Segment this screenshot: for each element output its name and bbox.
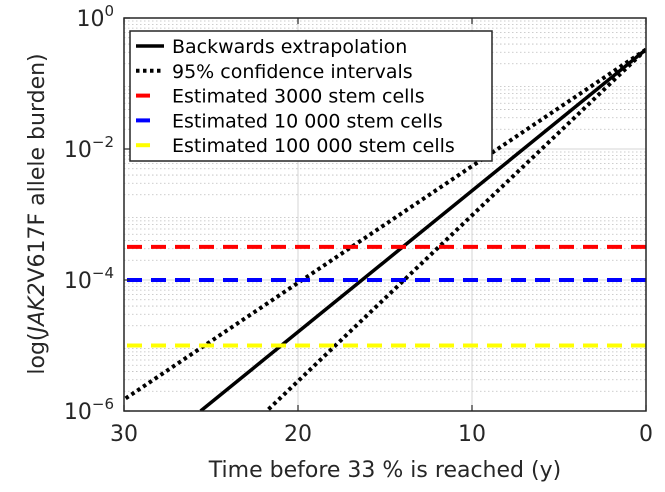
legend-label: Backwards extrapolation (172, 36, 407, 58)
y-axis-label: log(JAK2V617F allele burden) (25, 53, 50, 374)
y-tick-label-exponent: 0 (104, 2, 114, 20)
legend-label: Estimated 10 000 stem cells (172, 110, 443, 132)
y-tick-label: 10−4 (64, 264, 114, 294)
y-axis-label-prefix: log( (25, 333, 50, 375)
y-tick-label-exponent: −6 (92, 395, 114, 413)
series-line-0 (199, 48, 646, 411)
series-layer (124, 47, 646, 411)
x-axis-label: Time before 33 % is reached (y) (208, 458, 561, 483)
y-tick-label: 10−2 (64, 133, 114, 163)
plot-frame (123, 17, 647, 412)
series-line-2 (265, 48, 646, 411)
legend-label: 95% confidence intervals (172, 61, 413, 83)
x-tick-label: 30 (110, 422, 138, 447)
y-tick-label: 100 (76, 2, 114, 32)
y-tick-label: 10−6 (64, 395, 114, 425)
y-tick-label-base: 10 (76, 7, 104, 32)
y-tick-label-exponent: −2 (92, 133, 114, 151)
y-tick-label-base: 10 (64, 138, 92, 163)
x-tick-label: 0 (639, 422, 653, 447)
y-tick-label-exponent: −4 (92, 264, 114, 282)
legend-label: Estimated 100 000 stem cells (172, 135, 455, 157)
legend-label: Estimated 3000 stem cells (172, 86, 425, 108)
y-axis-label-suffix: V617F allele burden) (25, 53, 50, 282)
x-tick-label: 10 (458, 422, 486, 447)
y-tick-label-base: 10 (64, 400, 92, 425)
x-tick-label: 20 (284, 422, 312, 447)
y-tick-label-base: 10 (64, 269, 92, 294)
y-axis-label-gene: JAK2 (25, 283, 50, 337)
legend: Backwards extrapolation 95% confidence in… (129, 30, 493, 162)
legend-box (129, 30, 493, 162)
